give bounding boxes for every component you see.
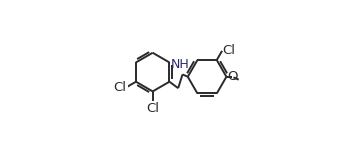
Text: Cl: Cl: [146, 102, 159, 115]
Text: NH: NH: [171, 59, 189, 71]
Text: O: O: [227, 70, 237, 83]
Text: Cl: Cl: [113, 81, 126, 93]
Text: Cl: Cl: [223, 44, 236, 57]
